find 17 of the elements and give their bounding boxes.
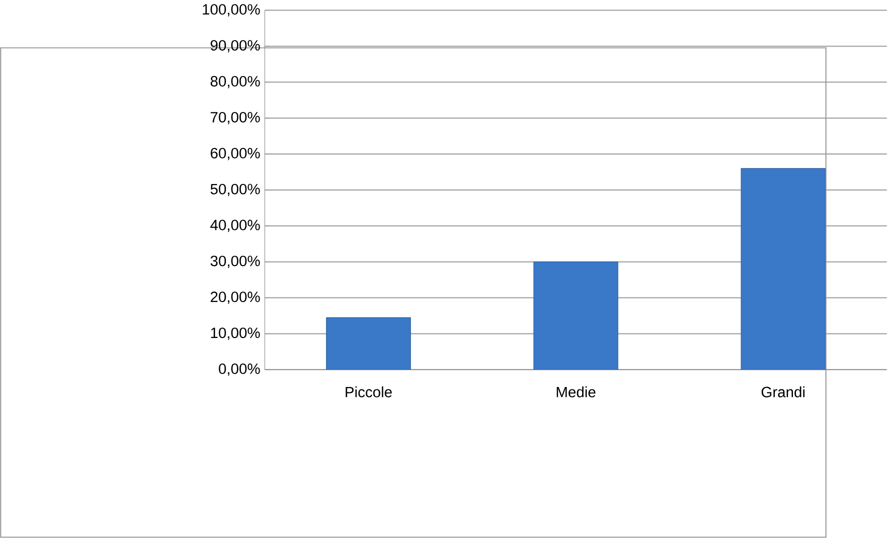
y-tick-label: 0,00% [218, 364, 260, 376]
y-tick-label: 100,00% [202, 4, 260, 16]
y-tick-label: 40,00% [210, 220, 260, 232]
y-tick-label: 60,00% [210, 148, 260, 160]
y-tick-label: 70,00% [210, 112, 260, 124]
y-tick-label: 80,00% [210, 76, 260, 88]
x-tick-label: Medie [556, 386, 596, 398]
y-tick-label: 50,00% [210, 184, 260, 196]
x-tick-label: Piccole [346, 386, 392, 398]
y-tick-label: 20,00% [210, 292, 260, 304]
y-tick-label: 10,00% [211, 328, 260, 340]
x-tick-label: Grandi [762, 386, 804, 398]
y-tick-label: 90,00% [210, 40, 260, 52]
bar [326, 317, 411, 370]
bar [533, 262, 618, 370]
y-tick-label: 30,00% [210, 256, 260, 268]
bar [740, 168, 826, 370]
